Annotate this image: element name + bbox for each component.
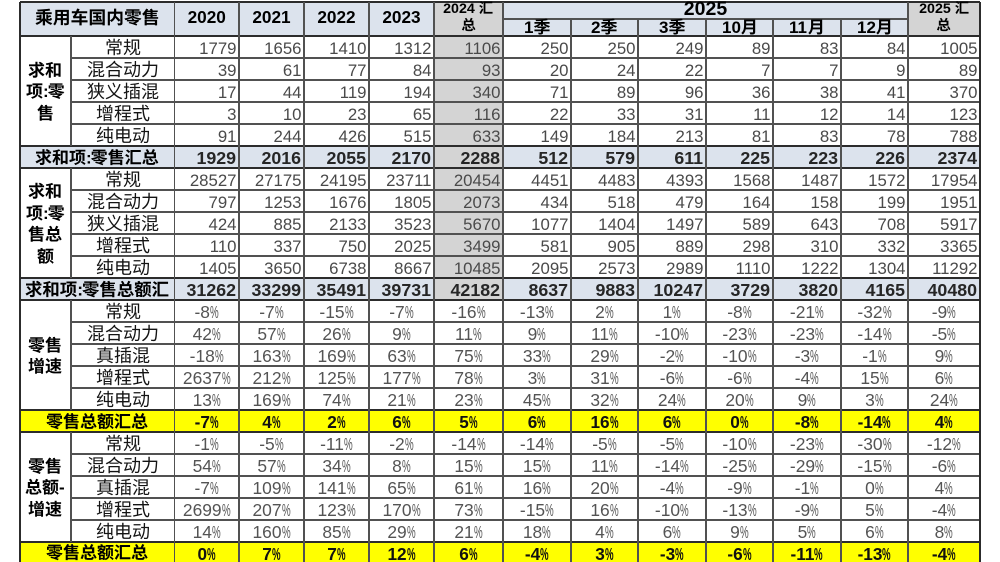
svg-text:12: 12 bbox=[857, 18, 876, 35]
svg-text:10: 10 bbox=[722, 18, 741, 35]
svg-text:1: 1 bbox=[524, 18, 533, 35]
svg-text:2024: 2024 bbox=[444, 1, 480, 16]
svg-text::: : bbox=[43, 204, 49, 223]
svg-text:3: 3 bbox=[659, 18, 668, 35]
svg-text::: : bbox=[77, 280, 83, 300]
svg-text:2025: 2025 bbox=[919, 1, 955, 16]
svg-text:-: - bbox=[59, 478, 65, 497]
svg-text:11: 11 bbox=[789, 18, 807, 35]
svg-text::: : bbox=[86, 148, 92, 167]
svg-text::: : bbox=[43, 82, 49, 101]
svg-text:2: 2 bbox=[591, 18, 600, 35]
